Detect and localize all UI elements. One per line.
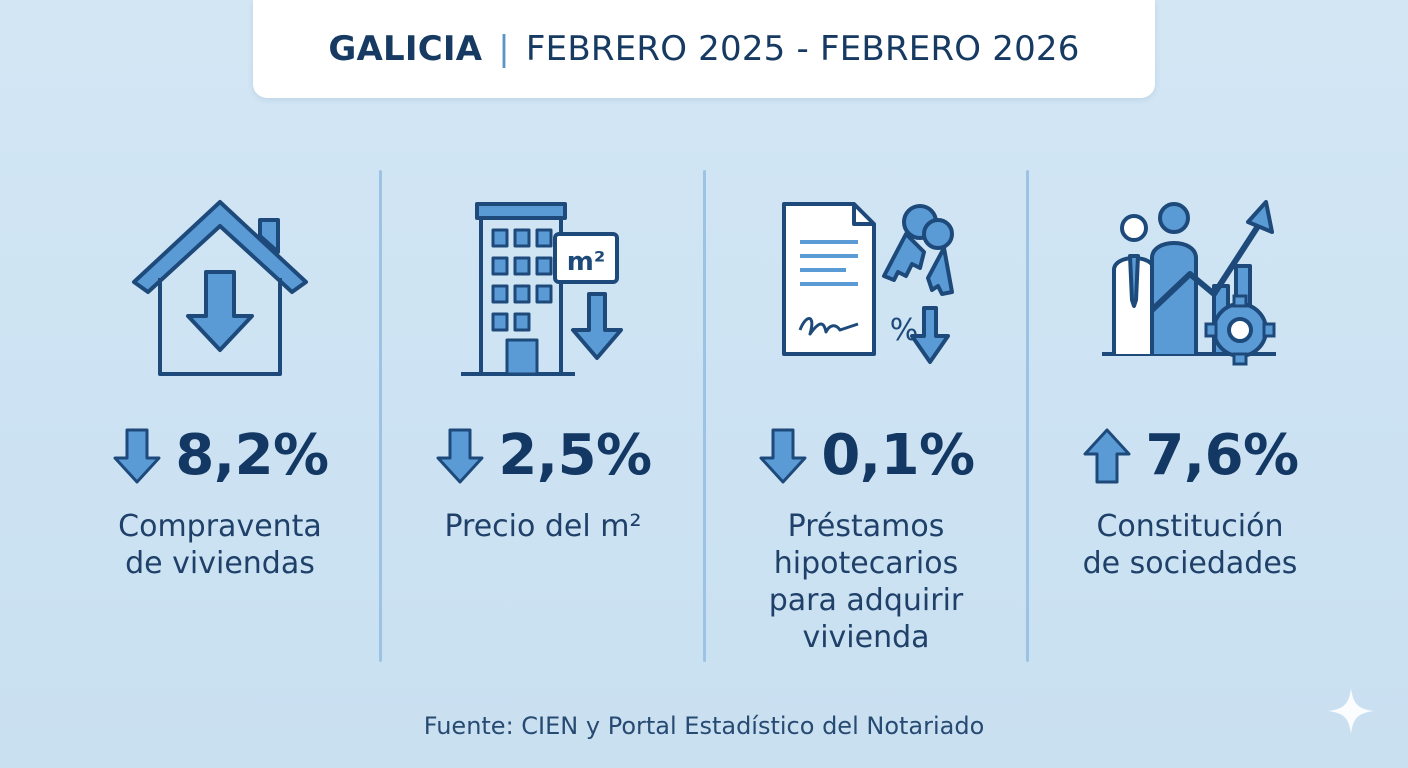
- stat-label: Compraventa de viviendas: [60, 508, 380, 582]
- stat-label-line: Precio del m²: [444, 509, 642, 544]
- business-growth-gear-icon: [1102, 200, 1276, 366]
- stat-label-line: de viviendas: [125, 546, 315, 581]
- sparkle-icon: [1328, 688, 1374, 734]
- stat-value: 7,6%: [1145, 423, 1299, 488]
- stat-row: 0,1%: [706, 423, 1026, 488]
- stat-label-line: de sociedades: [1082, 546, 1298, 581]
- column-divider: [1026, 170, 1029, 662]
- arrow-down-icon: [113, 428, 161, 483]
- arrow-down-icon: [436, 428, 484, 483]
- stat-label-line: Compraventa: [118, 509, 322, 544]
- stat-label-line: para adquirir: [768, 583, 964, 618]
- stat-card-prestamos: % 0,1% Préstamos hipotecarios para adqui…: [706, 190, 1026, 670]
- stat-label: Constitución de sociedades: [1030, 508, 1350, 582]
- stat-label: Préstamos hipotecarios para adquirir viv…: [706, 508, 1026, 656]
- stat-label-line: hipotecarios: [773, 546, 959, 581]
- mortgage-document-keys-icon: %: [782, 202, 954, 364]
- stat-card-sociedades: 7,6% Constitución de sociedades: [1030, 190, 1350, 670]
- stat-row: 2,5%: [383, 423, 703, 488]
- stat-label-line: Préstamos: [787, 509, 945, 544]
- stat-label-line: vivienda: [802, 620, 930, 655]
- building-m2-down-icon: m²: [461, 202, 623, 376]
- stat-card-compraventa: 8,2% Compraventa de viviendas: [60, 190, 380, 670]
- header-banner: GALICIA | FEBRERO 2025 - FEBRERO 2026: [253, 0, 1155, 98]
- stat-row: 8,2%: [60, 423, 380, 488]
- arrow-up-icon: [1083, 428, 1131, 483]
- column-divider: [703, 170, 706, 662]
- stat-value: 0,1%: [821, 423, 975, 488]
- stat-value: 8,2%: [175, 423, 329, 488]
- title-separator: |: [498, 29, 510, 69]
- region-title: GALICIA: [328, 29, 483, 69]
- stat-label: Precio del m²: [383, 508, 703, 545]
- column-divider: [379, 170, 382, 662]
- percent-sign-text: %: [890, 313, 919, 348]
- m2-sign-text: m²: [567, 247, 605, 277]
- arrow-down-icon: [759, 428, 807, 483]
- stat-label-line: Constitución: [1096, 509, 1284, 544]
- house-down-arrow-icon: [132, 200, 308, 376]
- stat-value: 2,5%: [498, 423, 652, 488]
- period-title: FEBRERO 2025 - FEBRERO 2026: [525, 29, 1080, 69]
- stat-card-precio-m2: m² 2,5% Precio del m²: [383, 190, 703, 670]
- source-note: Fuente: CIEN y Portal Estadístico del No…: [423, 712, 985, 740]
- stat-row: 7,6%: [1030, 423, 1350, 488]
